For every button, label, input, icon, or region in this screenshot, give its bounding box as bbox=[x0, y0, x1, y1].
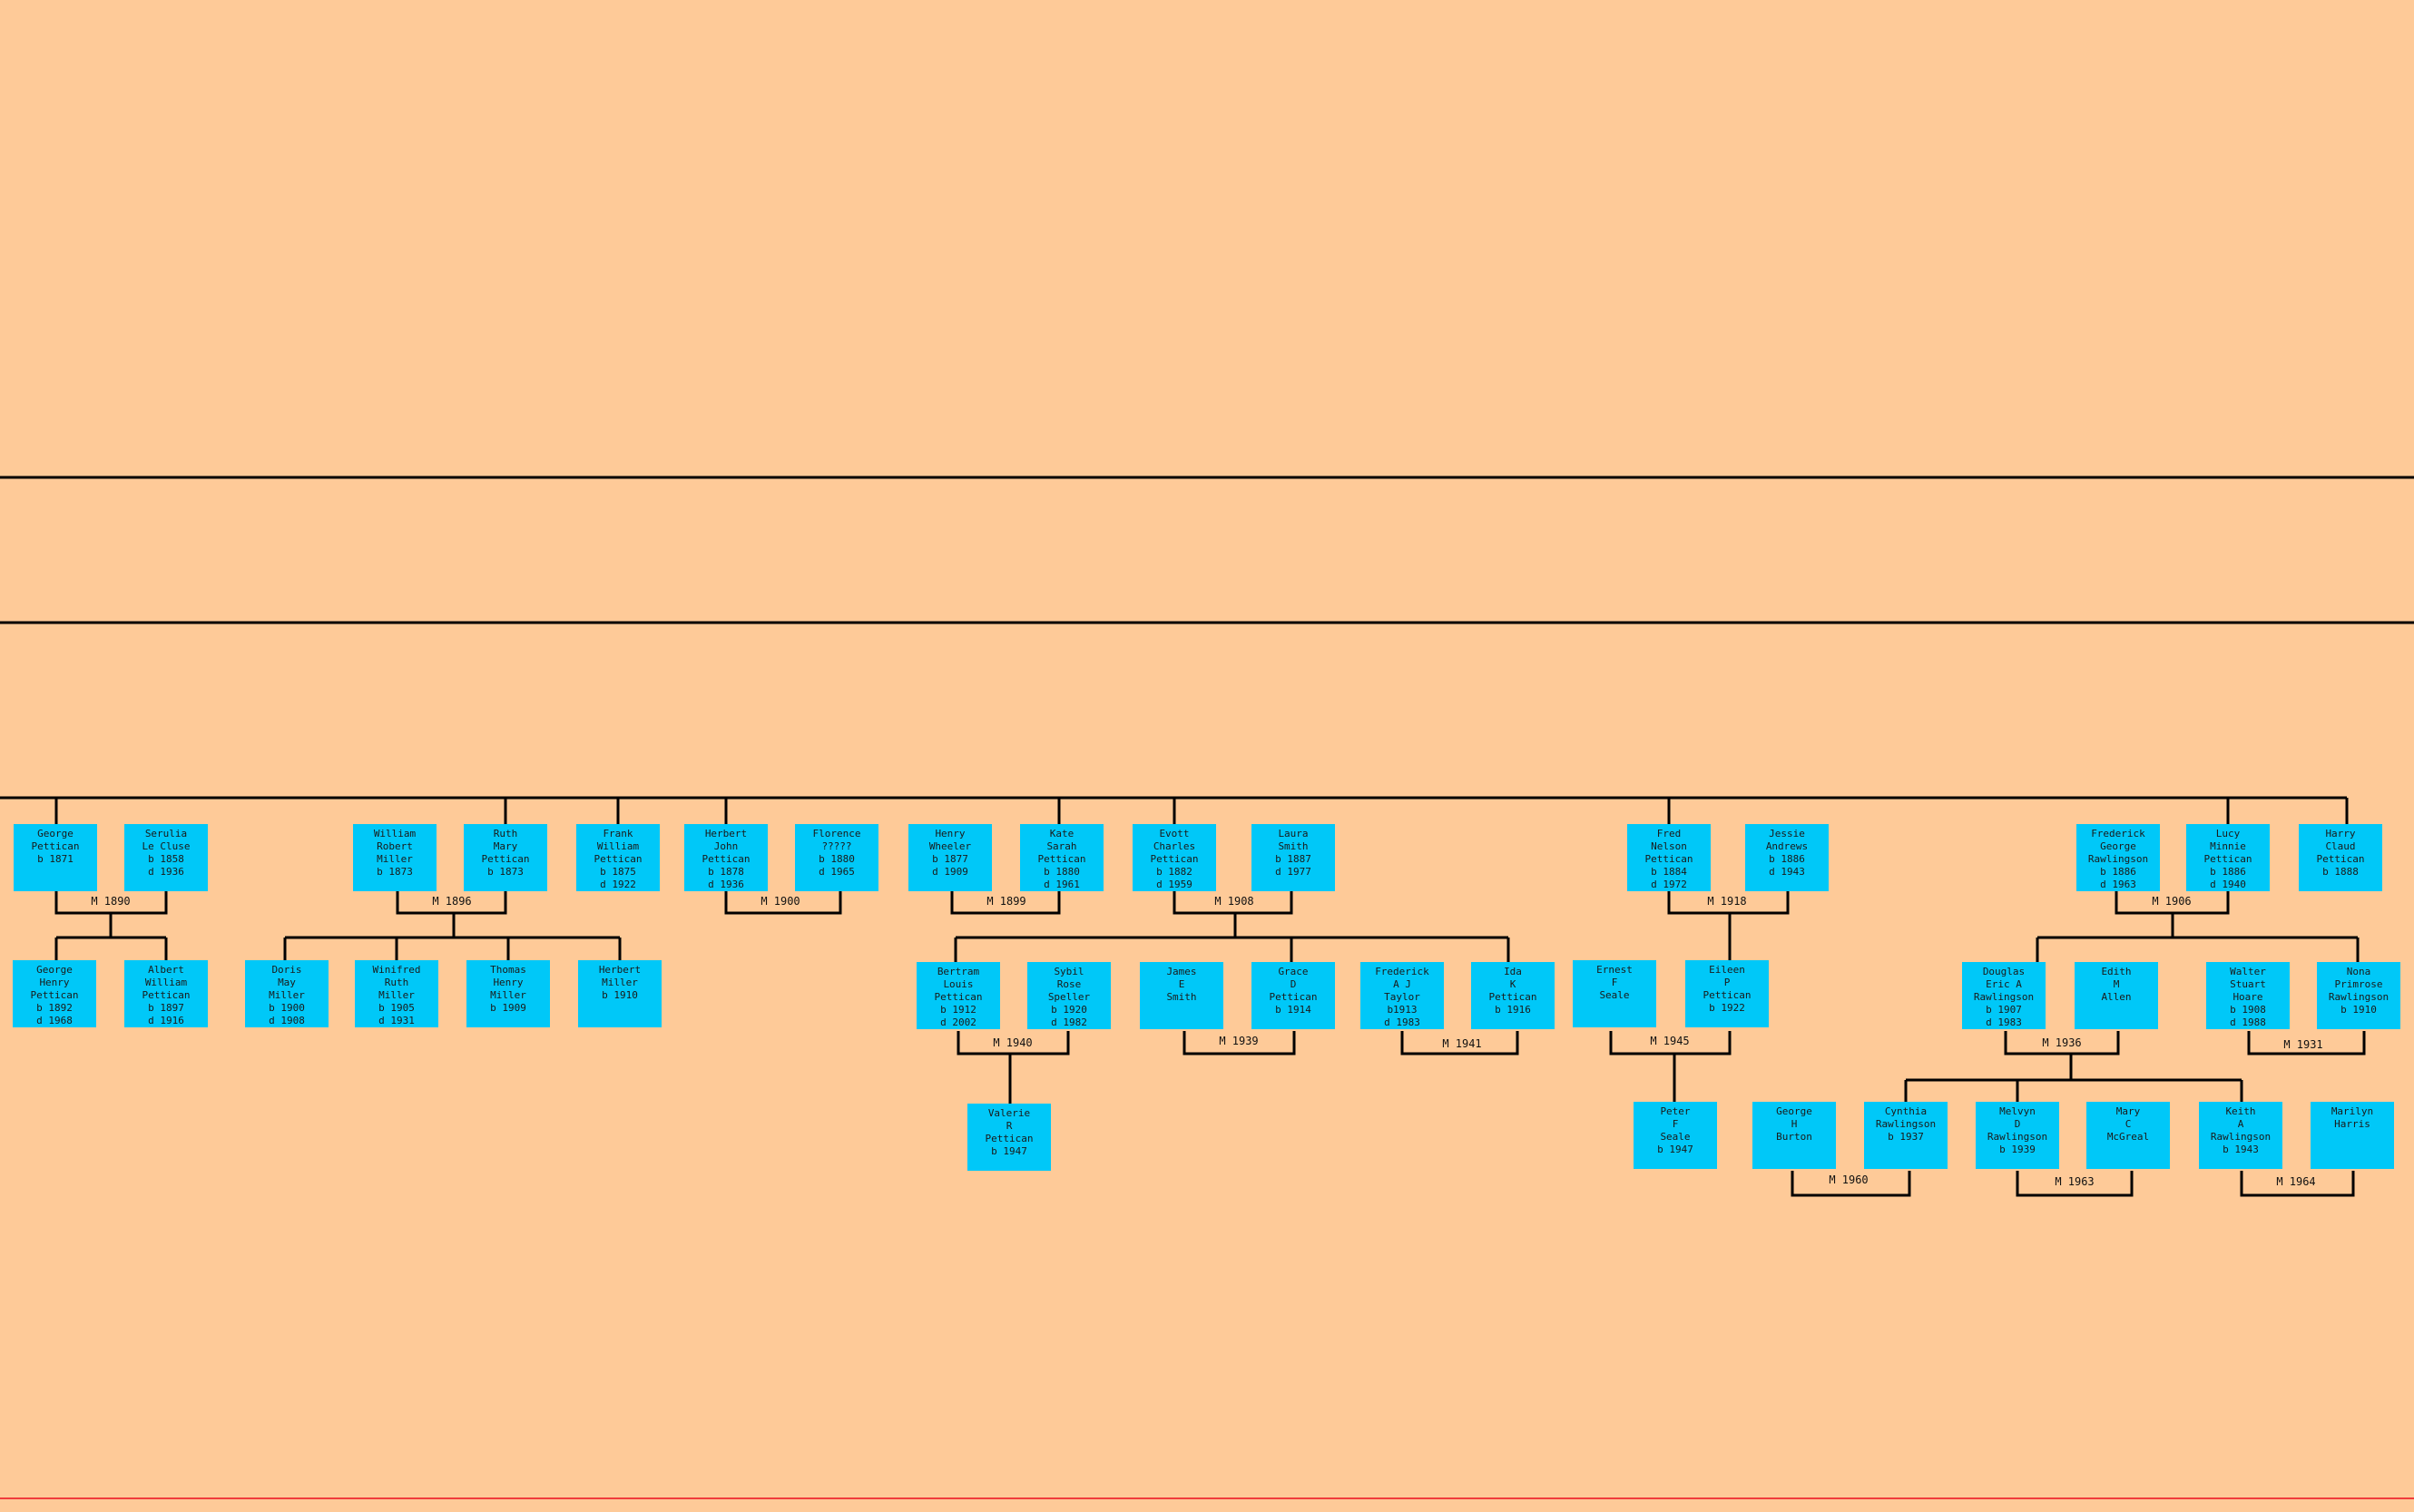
marriage-label-1900: M 1900 bbox=[761, 895, 800, 908]
person-george-henry-pettican: George Henry Pettican b 1892 d 1968 bbox=[13, 960, 96, 1027]
person-nona-primrose-rawlingson: Nona Primrose Rawlingson b 1910 bbox=[2317, 962, 2400, 1029]
marriage-label-1908: M 1908 bbox=[1214, 895, 1254, 908]
person-melvyn-d-rawlingson: Melvyn D Rawlingson b 1939 bbox=[1976, 1102, 2059, 1169]
person-william-robert-miller: William Robert Miller b 1873 bbox=[353, 824, 437, 891]
marriage-label-1941: M 1941 bbox=[1442, 1037, 1482, 1050]
person-albert-william-pettican: Albert William Pettican b 1897 d 1916 bbox=[124, 960, 208, 1027]
person-florence: Florence????? b 1880 d 1965 bbox=[795, 824, 878, 891]
marriage-label-1945: M 1945 bbox=[1650, 1035, 1690, 1047]
marriage-label-1936: M 1936 bbox=[2042, 1036, 2082, 1049]
marriage-label-1960: M 1960 bbox=[1829, 1173, 1869, 1186]
person-evott-charles-pettican: Evott Charles Pettican b 1882 d 1959 bbox=[1133, 824, 1216, 891]
marriage-label-1963: M 1963 bbox=[2055, 1175, 2095, 1188]
person-cynthia-rawlingson: Cynthia Rawlingson b 1937 bbox=[1864, 1102, 1948, 1169]
person-frederick-george-rawlingson: Frederick George Rawlingson b 1886 d 1963 bbox=[2076, 824, 2160, 891]
marriage-label-1890: M 1890 bbox=[91, 895, 131, 908]
person-frederick-a-j-taylor: Frederick A J Taylor b1913 d 1983 bbox=[1360, 962, 1444, 1029]
marriage-label-1896: M 1896 bbox=[432, 895, 472, 908]
person-mary-c-mcgreal: Mary C McGreal bbox=[2086, 1102, 2170, 1169]
marriage-label-1939: M 1939 bbox=[1219, 1035, 1259, 1047]
person-fred-nelson-pettican: Fred Nelson Pettican b 1884 d 1972 bbox=[1627, 824, 1711, 891]
person-henry-wheeler: Henry Wheeler b 1877 d 1909 bbox=[908, 824, 992, 891]
person-edith-m-allen: Edith M Allen bbox=[2075, 962, 2158, 1029]
marriage-label-1899: M 1899 bbox=[986, 895, 1026, 908]
person-george-h-burton: George H Burton bbox=[1752, 1102, 1836, 1169]
marriage-label-1931: M 1931 bbox=[2283, 1038, 2323, 1051]
person-valerie-r-pettican: Valerie R Pettican b 1947 bbox=[967, 1104, 1051, 1171]
person-frank-william-pettican: Frank William Pettican b 1875 d 1922 bbox=[576, 824, 660, 891]
person-george-pettican: George Pettican b 1871 bbox=[14, 824, 97, 891]
person-serulia-le-cluse: Serulia Le Cluse b 1858 d 1936 bbox=[124, 824, 208, 891]
person-keith-a-rawlingson: Keith A Rawlingson b 1943 bbox=[2199, 1102, 2282, 1169]
person-sybil-rose-speller: Sybil Rose Speller b 1920 d 1982 bbox=[1027, 962, 1111, 1029]
marriage-label-1964: M 1964 bbox=[2276, 1175, 2316, 1188]
person-eileen-p-pettican: Eileen P Pettican b 1922 bbox=[1685, 960, 1769, 1027]
person-doris-may-miller: Doris May Miller b 1900 d 1908 bbox=[245, 960, 329, 1027]
person-laura-smith: Laura Smith b 1887 d 1977 bbox=[1251, 824, 1335, 891]
person-bertram-louis-pettican: Bertram Louis Pettican b 1912 d 2002 bbox=[917, 962, 1000, 1029]
person-herbert-john-pettican: Herbert John Pettican b 1878 d 1936 bbox=[684, 824, 768, 891]
person-peter-f-seale: Peter F Seale b 1947 bbox=[1634, 1102, 1717, 1169]
person-ruth-mary-pettican: Ruth Mary Pettican b 1873 bbox=[464, 824, 547, 891]
marriage-label-1906: M 1906 bbox=[2152, 895, 2192, 908]
person-winifred-ruth-miller: Winifred Ruth Miller b 1905 d 1931 bbox=[355, 960, 438, 1027]
person-ernest-f-seale: Ernest F Seale bbox=[1573, 960, 1656, 1027]
person-marilyn-harris: Marilyn Harris bbox=[2311, 1102, 2394, 1169]
person-walter-stuart-hoare: Walter Stuart Hoare b 1908 d 1988 bbox=[2206, 962, 2290, 1029]
person-lucy-minnie-pettican: Lucy Minnie Pettican b 1886 d 1940 bbox=[2186, 824, 2270, 891]
person-grace-d-pettican: Grace D Pettican b 1914 bbox=[1251, 962, 1335, 1029]
person-thomas-henry-miller: Thomas Henry Miller b 1909 bbox=[466, 960, 550, 1027]
person-harry-claud-pettican: Harry Claud Pettican b 1888 bbox=[2299, 824, 2382, 891]
person-herbert-miller: Herbert Miller b 1910 bbox=[578, 960, 662, 1027]
person-douglas-eric-a-rawlingson: Douglas Eric A Rawlingson b 1907 d 1983 bbox=[1962, 962, 2046, 1029]
person-jessie-andrews: Jessie Andrews b 1886 d 1943 bbox=[1745, 824, 1829, 891]
person-ida-k-pettican: Ida K Pettican b 1916 bbox=[1471, 962, 1555, 1029]
person-kate-sarah-pettican: Kate Sarah Pettican b 1880 d 1961 bbox=[1020, 824, 1104, 891]
marriage-label-1940: M 1940 bbox=[993, 1036, 1033, 1049]
marriage-label-1918: M 1918 bbox=[1707, 895, 1747, 908]
person-james-e-smith: James E Smith bbox=[1140, 962, 1223, 1029]
